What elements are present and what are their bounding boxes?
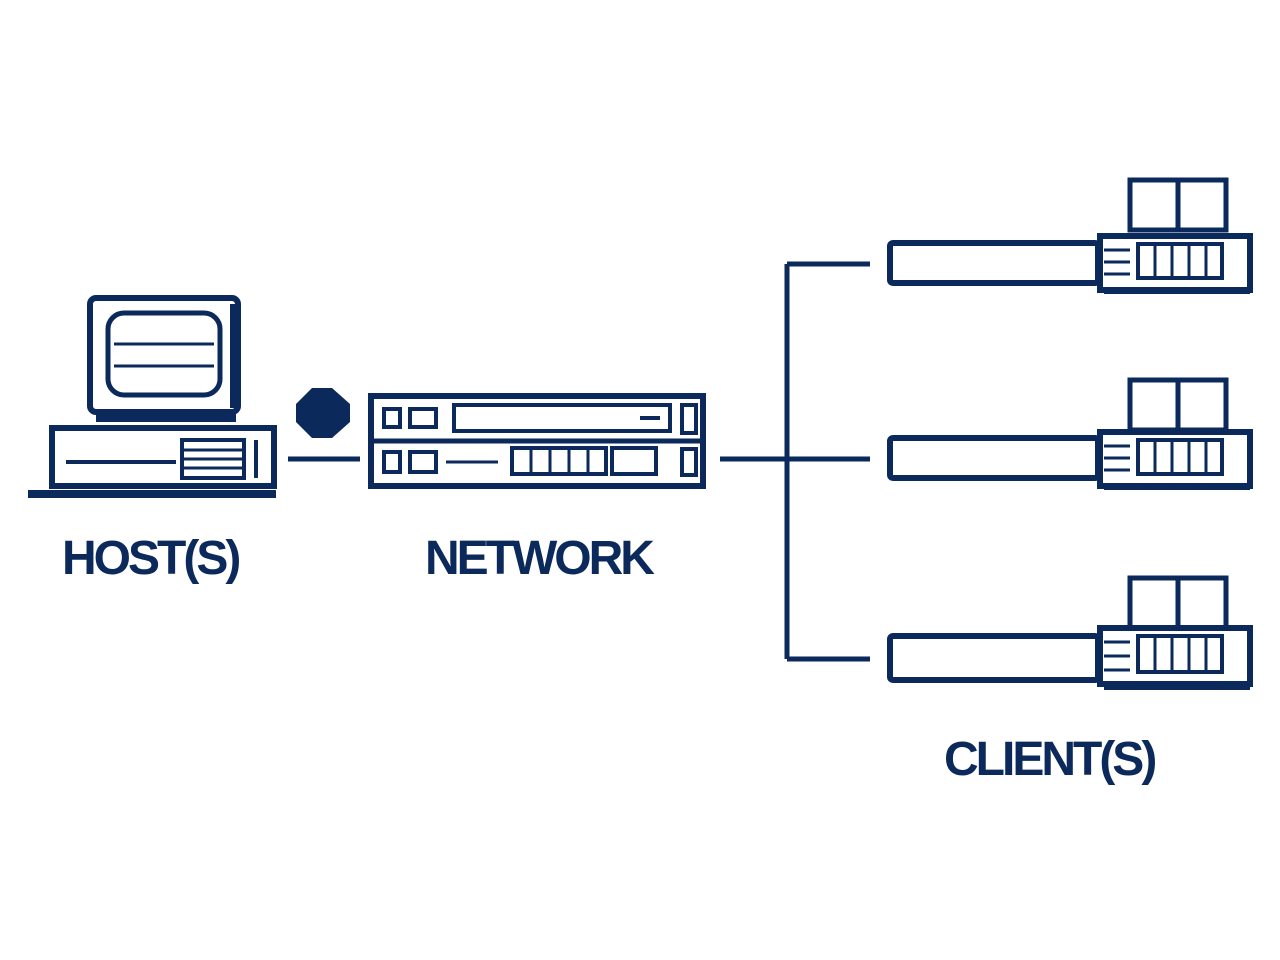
connector-dot	[296, 388, 350, 438]
network-switch-icon	[368, 393, 706, 489]
client-label: CLIENT(S)	[944, 733, 1155, 786]
host-computer-icon	[28, 295, 277, 498]
host-label: HOST(S)	[62, 532, 239, 585]
client-device-icon	[887, 377, 1253, 490]
network-label: NETWORK	[425, 532, 655, 585]
network-client-links	[720, 261, 870, 662]
client-device-icon	[887, 575, 1253, 690]
host-monitor-detail	[96, 304, 236, 422]
client-device-icon	[887, 177, 1253, 294]
